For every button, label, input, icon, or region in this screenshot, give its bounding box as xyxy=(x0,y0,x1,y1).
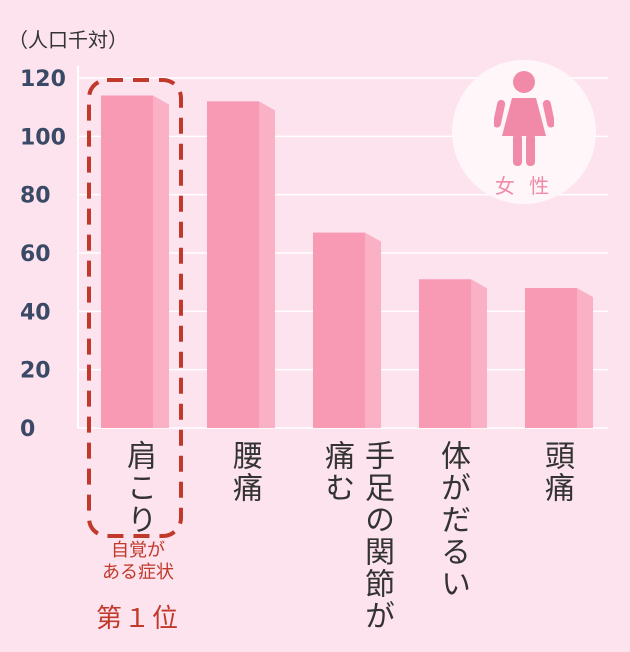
bar xyxy=(207,101,259,428)
y-tick-label: 0 xyxy=(20,417,35,442)
category-label-2: 手足の関節が痛む xyxy=(319,440,394,632)
bar xyxy=(419,279,471,428)
highlight-note-line2: ある症状 xyxy=(102,562,174,583)
highlight-note: 自覚が ある症状 xyxy=(78,540,198,584)
unit-label: （人口千対） xyxy=(8,28,128,52)
category-label-4: 頭痛 xyxy=(539,440,574,504)
badge-label: 女 性 xyxy=(494,174,554,198)
bar-side xyxy=(153,95,169,428)
highlight-frame xyxy=(87,78,183,538)
female-person-icon xyxy=(494,71,554,166)
highlight-note-line1: 自覚が xyxy=(111,540,165,561)
y-tick-label: 80 xyxy=(20,184,51,209)
y-tick-label: 120 xyxy=(20,67,66,92)
y-tick-label: 60 xyxy=(20,242,51,267)
female-badge: 女 性 xyxy=(452,60,596,204)
category-label-1: 腰痛 xyxy=(227,440,262,504)
category-label-3: 体がだるい xyxy=(435,440,470,600)
y-tick-label: 20 xyxy=(20,359,51,384)
bar xyxy=(525,288,577,428)
bar xyxy=(101,95,153,428)
bar xyxy=(313,232,365,428)
bar-side xyxy=(259,101,275,428)
bar-side xyxy=(577,288,593,428)
bar-side xyxy=(471,279,487,428)
y-tick-label: 40 xyxy=(20,300,51,325)
y-tick-label: 100 xyxy=(20,125,66,150)
category-label-0: 肩こり xyxy=(121,440,156,536)
rank-label: 第１位 xyxy=(95,604,180,634)
bar-side xyxy=(365,232,381,428)
